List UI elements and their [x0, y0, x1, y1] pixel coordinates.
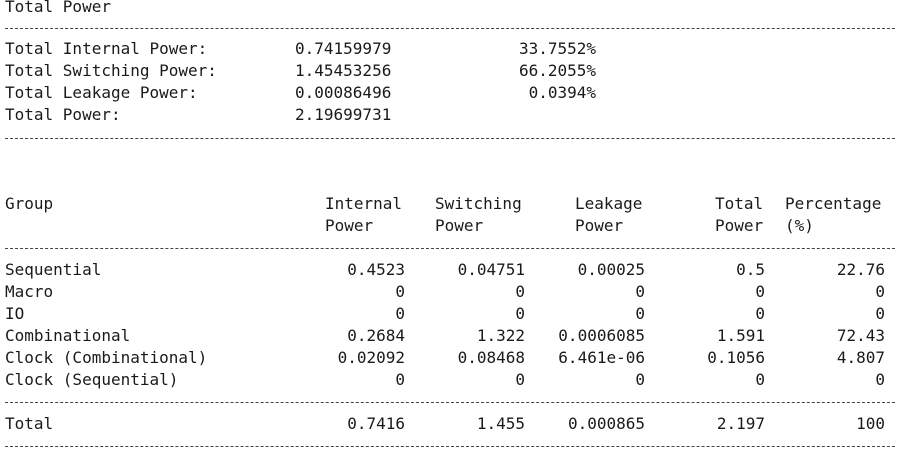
header-percentage-1: Percentage [785, 194, 882, 213]
cell-internal: 0.2684 [347, 326, 405, 345]
summary-row-switching-value: 1.45453256 [295, 61, 392, 80]
total-internal: 0.7416 [347, 414, 405, 433]
header-total-2: Power [715, 216, 764, 235]
header-total-1: Total [715, 194, 764, 213]
divider [5, 248, 895, 249]
divider [5, 402, 895, 403]
header-leakage-1: Leakage [575, 194, 643, 213]
header-internal-1: Internal [325, 194, 403, 213]
summary-row-total-label: Total Power: [5, 105, 121, 124]
total-group: Total [5, 414, 54, 433]
cell-total: 0 [755, 304, 765, 323]
divider [5, 138, 895, 139]
total-percentage: 100 [856, 414, 885, 433]
header-percentage-2: (%) [785, 216, 814, 235]
cell-total: 0 [755, 282, 765, 301]
cell-leakage: 6.461e-06 [558, 348, 645, 367]
summary-row-leakage-label: Total Leakage Power: [5, 83, 198, 102]
summary-row-internal-pct: 33.7552% [518, 39, 596, 58]
cell-percentage: 0 [875, 304, 885, 323]
cell-percentage: 72.43 [836, 326, 885, 345]
cell-total: 1.591 [716, 326, 765, 345]
header-switching-1: Switching [435, 194, 522, 213]
summary-row-internal-value: 0.74159979 [295, 39, 392, 58]
cell-switching: 0.08468 [457, 348, 525, 367]
cell-internal: 0 [395, 370, 405, 389]
header-internal-2: Power [325, 216, 374, 235]
cell-percentage: 0 [875, 370, 885, 389]
cell-leakage: 0 [635, 370, 645, 389]
cell-switching: 1.322 [476, 326, 525, 345]
cell-switching: 0 [515, 370, 525, 389]
cell-switching: 0 [515, 282, 525, 301]
cell-leakage: 0 [635, 304, 645, 323]
total-leakage: 0.000865 [567, 414, 645, 433]
summary-row-switching-label: Total Switching Power: [5, 61, 217, 80]
cell-switching: 0 [515, 304, 525, 323]
cell-leakage: 0.0006085 [558, 326, 645, 345]
summary-row-switching-pct: 66.2055% [518, 61, 596, 80]
cell-switching: 0.04751 [457, 260, 525, 279]
summary-row-leakage-value: 0.00086496 [295, 83, 392, 102]
header-switching-2: Power [435, 216, 484, 235]
cell-group: IO [5, 304, 25, 323]
summary-row-internal-label: Total Internal Power: [5, 39, 208, 58]
cell-percentage: 0 [875, 282, 885, 301]
cell-total: 0.1056 [707, 348, 765, 367]
cell-group: Clock (Sequential) [5, 370, 179, 389]
cell-percentage: 4.807 [836, 348, 885, 367]
cell-group: Clock (Combinational) [5, 348, 208, 367]
cell-internal: 0 [395, 282, 405, 301]
summary-row-leakage-pct: 0.0394% [528, 83, 596, 102]
cell-leakage: 0.00025 [577, 260, 645, 279]
cell-internal: 0.02092 [337, 348, 405, 367]
cell-group: Macro [5, 282, 54, 301]
cell-group: Sequential [5, 260, 102, 279]
total-switching: 1.455 [476, 414, 525, 433]
cell-group: Combinational [5, 326, 131, 345]
cell-leakage: 0 [635, 282, 645, 301]
cell-total: 0.5 [736, 260, 765, 279]
divider [5, 446, 895, 447]
cell-internal: 0 [395, 304, 405, 323]
summary-row-total-value: 2.19699731 [295, 105, 392, 124]
cell-internal: 0.4523 [347, 260, 405, 279]
cell-percentage: 22.76 [836, 260, 885, 279]
summary-title: Total Power [5, 0, 111, 16]
divider [5, 28, 895, 29]
total-total: 2.197 [716, 414, 765, 433]
header-group: Group [5, 194, 54, 213]
header-leakage-2: Power [575, 216, 624, 235]
cell-total: 0 [755, 370, 765, 389]
